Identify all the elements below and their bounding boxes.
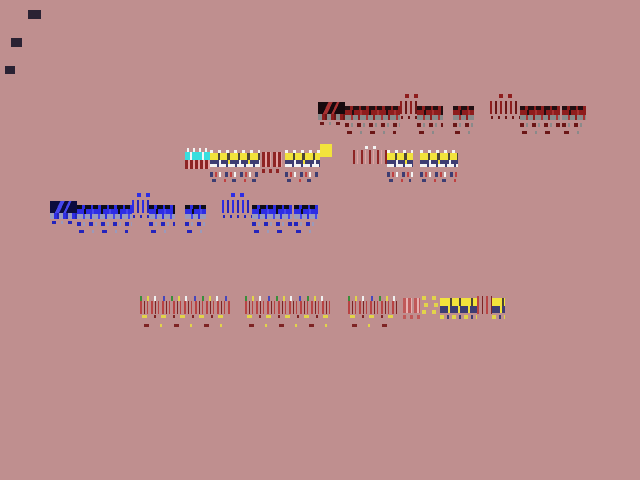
glitch-seg-word (345, 106, 400, 134)
glitch-seg-vg4 (477, 296, 492, 314)
glitch-seg-word4 (440, 298, 477, 319)
glitch-seg-vg (400, 94, 420, 119)
glitch-seg-checker (262, 152, 283, 173)
glitch-line-red (318, 94, 586, 136)
glitch-seg-word2 (210, 150, 260, 182)
glitch-seg-word2 (420, 150, 458, 182)
glitch-seg-cap2 (185, 148, 210, 169)
corner-artifact (28, 10, 41, 19)
glitch-seg-word4 (492, 298, 505, 319)
glitch-seg-word (185, 205, 206, 233)
glitch-line-yellow (185, 144, 458, 182)
glitch-seg-dots4 (422, 296, 438, 314)
glitch-seg-vg (490, 94, 520, 119)
glitch-seg-word (520, 106, 560, 134)
glitch-seg-word (77, 205, 132, 233)
glitch-seg-noise (140, 296, 230, 327)
glitch-seg-word (252, 205, 292, 233)
glitch-seg-word2 (387, 150, 413, 182)
glitch-seg-word2 (285, 150, 320, 182)
glitch-seg-word (149, 205, 175, 233)
glitch-seg-cap (50, 201, 77, 224)
glitch-seg-word (294, 205, 318, 233)
glitch-seg-vg2 (353, 146, 387, 166)
glitch-seg-blob (320, 144, 332, 157)
glitch-line-noise (140, 294, 505, 328)
glitch-seg-vg (222, 193, 252, 218)
glitch-seg-noise (245, 296, 330, 327)
glitch-seg-cap (318, 102, 345, 125)
glitch-seg-word (453, 106, 474, 134)
corner-artifact (11, 38, 22, 47)
corner-artifact (5, 66, 15, 74)
glitch-seg-noise (348, 296, 398, 327)
glitch-seg-checker (403, 298, 420, 319)
glitch-seg-word (417, 106, 443, 134)
glitch-line-blue (50, 193, 318, 235)
glitch-seg-vg (132, 193, 152, 218)
glitch-seg-word (562, 106, 586, 134)
